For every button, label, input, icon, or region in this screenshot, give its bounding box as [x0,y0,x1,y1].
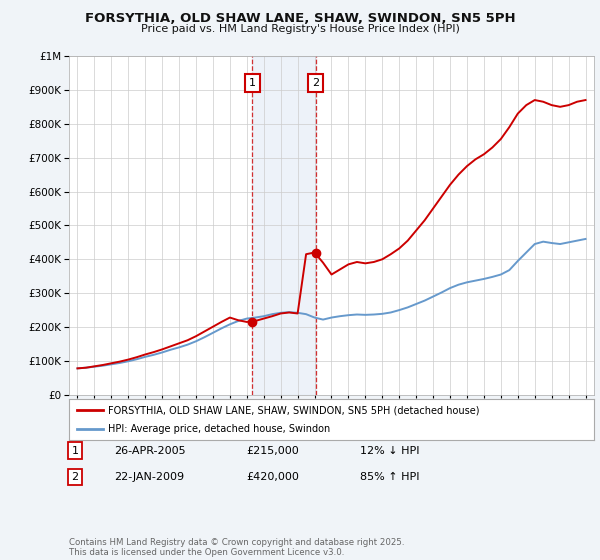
Text: £420,000: £420,000 [246,472,299,482]
Text: 1: 1 [249,78,256,88]
Text: 85% ↑ HPI: 85% ↑ HPI [360,472,419,482]
Text: 12% ↓ HPI: 12% ↓ HPI [360,446,419,456]
Text: Contains HM Land Registry data © Crown copyright and database right 2025.
This d: Contains HM Land Registry data © Crown c… [69,538,404,557]
Text: 2: 2 [71,472,79,482]
Text: £215,000: £215,000 [246,446,299,456]
Bar [252,56,316,395]
Text: HPI: Average price, detached house, Swindon: HPI: Average price, detached house, Swin… [109,424,331,433]
Text: 2: 2 [312,78,319,88]
Text: 22-JAN-2009: 22-JAN-2009 [114,472,184,482]
Text: Price paid vs. HM Land Registry's House Price Index (HPI): Price paid vs. HM Land Registry's House … [140,24,460,34]
Text: 26-APR-2005: 26-APR-2005 [114,446,185,456]
Text: 1: 1 [71,446,79,456]
Text: FORSYTHIA, OLD SHAW LANE, SHAW, SWINDON, SN5 5PH: FORSYTHIA, OLD SHAW LANE, SHAW, SWINDON,… [85,12,515,25]
Text: FORSYTHIA, OLD SHAW LANE, SHAW, SWINDON, SN5 5PH (detached house): FORSYTHIA, OLD SHAW LANE, SHAW, SWINDON,… [109,405,480,415]
